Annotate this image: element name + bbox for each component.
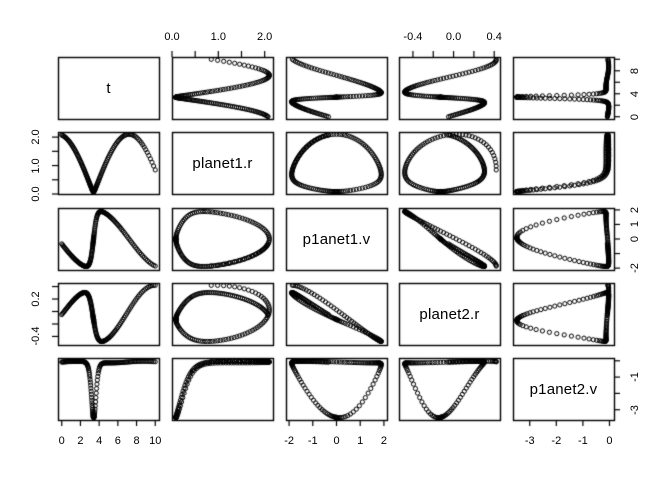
tick-label: -2 <box>629 263 641 273</box>
tick-label: 0 <box>629 113 641 120</box>
tick-label: 2.0 <box>257 31 273 43</box>
diagonal-panel-planet2-r: planet2.r <box>399 283 500 345</box>
tick-label: 4 <box>96 435 103 447</box>
tick-label: 8 <box>133 435 140 447</box>
tick-label: 10 <box>149 435 162 447</box>
tick-label: -3 <box>524 435 535 447</box>
tick-label: -1 <box>629 372 641 382</box>
diagonal-panel-t: t <box>58 57 159 119</box>
tick-label: 0 <box>629 235 641 243</box>
tick-label: 0 <box>333 435 340 447</box>
diagonal-panel-planet2-v: p1anet2.v <box>513 358 614 420</box>
tick-label: 8 <box>629 67 641 74</box>
tick-label: -3 <box>629 404 641 415</box>
tick-label: 0 <box>606 435 613 447</box>
variable-label-planet2-r: planet2.r <box>419 305 480 323</box>
tick-label: 4 <box>629 90 641 97</box>
tick-label: 1 <box>357 435 364 447</box>
tick-label: 0 <box>58 435 65 447</box>
tick-label: -1 <box>307 435 318 447</box>
tick-label: -0.4 <box>403 31 423 43</box>
tick-label: 0.0 <box>164 31 180 43</box>
tick-label: 1.0 <box>210 31 226 43</box>
variable-label-planet2-v: p1anet2.v <box>529 380 598 398</box>
tick-label: 0.4 <box>486 31 502 43</box>
tick-label: -2 <box>284 435 294 447</box>
tick-label: 2.0 <box>30 129 42 145</box>
variable-label-planet1-v: p1anet1.v <box>302 230 371 248</box>
tick-label: 2 <box>380 435 387 447</box>
tick-label: -2 <box>551 435 562 447</box>
diagonal-panel-planet1-v: p1anet1.v <box>286 208 387 270</box>
variable-label-t: t <box>106 79 111 97</box>
tick-label: 0.0 <box>30 186 42 202</box>
variable-label-planet1-r: planet1.r <box>192 154 253 172</box>
tick-label: 6 <box>114 435 121 447</box>
tick-label: 0.0 <box>445 31 462 43</box>
tick-label: -1 <box>578 435 588 447</box>
tick-label: 0.2 <box>30 291 42 307</box>
diagonal-panel-planet1-r: planet1.r <box>172 132 273 194</box>
tick-label: 1.0 <box>30 157 42 174</box>
tick-label: 2 <box>77 435 84 447</box>
tick-label: 1 <box>629 221 641 228</box>
tick-label: 2 <box>629 206 641 213</box>
tick-label: -0.4 <box>30 326 42 346</box>
